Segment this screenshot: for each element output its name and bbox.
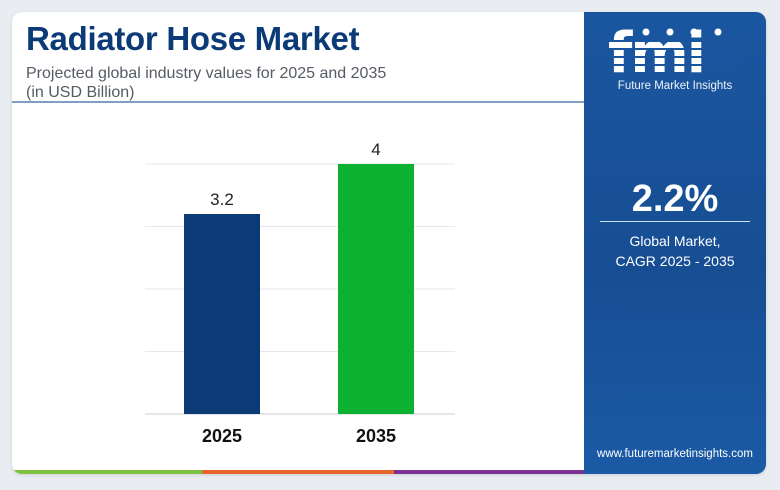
- subtitle-line-2: (in USD Billion): [26, 84, 135, 101]
- accent-bar-purple: [394, 470, 584, 474]
- brand-tagline: Future Market Insights: [617, 80, 733, 92]
- accent-bar-orange: [202, 470, 394, 474]
- data-label-2035: 4: [371, 140, 380, 159]
- accent-bar-green: [12, 470, 202, 474]
- bar-2025: [184, 214, 260, 414]
- website-link[interactable]: www.futuremarketinsights.com: [597, 448, 753, 460]
- cagr-divider: [600, 221, 750, 222]
- x-tick-label-2025: 2025: [202, 426, 242, 446]
- chart-subtitle: Projected global industry values for 202…: [26, 64, 546, 102]
- header-divider: [12, 101, 584, 103]
- logo-wordmark: fmi: [608, 26, 704, 78]
- cagr-label-line-2: CAGR 2025 - 2035: [615, 253, 735, 269]
- cagr-value: 2.2%: [631, 178, 719, 220]
- data-label-2025: 3.2: [210, 190, 234, 209]
- bar-chart: 3.2 2025 4 2035: [145, 140, 455, 446]
- fmi-logo-icon: fmi: [608, 26, 742, 78]
- infographic-card: Radiator Hose Market Projected global in…: [12, 12, 766, 474]
- cagr-label-line-1: Global Market,: [629, 233, 721, 249]
- side-panel: fmi Future Market Insights 2.2% Global M…: [584, 12, 766, 474]
- x-tick-label-2035: 2035: [356, 426, 396, 446]
- subtitle-line-1: Projected global industry values for 202…: [26, 65, 387, 82]
- chart-title: Radiator Hose Market: [26, 20, 360, 57]
- bar-2035: [338, 164, 414, 414]
